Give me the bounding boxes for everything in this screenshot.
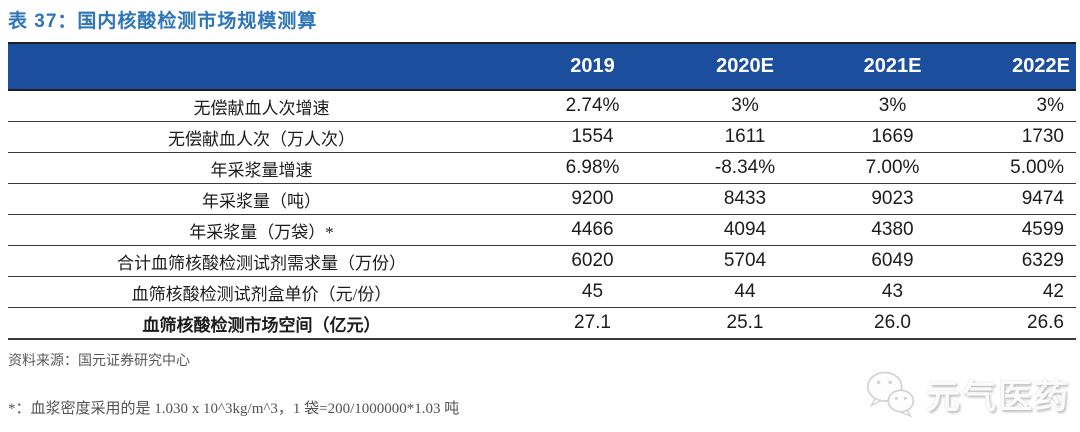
cell-2021e: 6049	[820, 245, 965, 277]
cell-2020e: 25.1	[670, 307, 820, 340]
row-label: 年采浆量增速	[8, 152, 515, 184]
cell-2022e: 9474	[965, 183, 1076, 215]
watermark-text: 元气医药	[926, 377, 1070, 416]
row-label: 血筛核酸检测试剂盒单价（元/份）	[8, 276, 515, 308]
cell-2022e: 4599	[965, 214, 1076, 246]
cell-2022e: 5.00%	[965, 152, 1076, 184]
header-2019: 2019	[515, 42, 670, 91]
footnote-text: *：血浆密度采用的是 1.030 x 10^3kg/m^3，1 袋=200/10…	[8, 401, 460, 417]
table-header-row: 2019 2020E 2021E 2022E	[8, 42, 1076, 91]
cell-2022e: 6329	[965, 245, 1076, 277]
market-size-table: 2019 2020E 2021E 2022E 无偿献血人次增速 2.74% 3%…	[8, 42, 1076, 340]
cell-2019: 1554	[515, 121, 670, 153]
cell-2019: 6.98%	[515, 152, 670, 184]
table-row: 血筛核酸检测试剂盒单价（元/份） 45 44 43 42	[8, 276, 1076, 308]
cell-2022e: 3%	[1036, 95, 1064, 116]
table-row: 无偿献血人次（万人次） 1554 1611 1669 1730	[8, 121, 1076, 153]
cell-2022e: 1730	[965, 121, 1076, 153]
row-label: 年采浆量（万袋）*	[8, 214, 515, 246]
cell-2021e: 9023	[820, 183, 965, 215]
cell-2020e: 3%	[731, 95, 759, 116]
header-2020e: 2020E	[670, 42, 820, 91]
cell-2020e: 4094	[670, 214, 820, 246]
table-row: 合计血筛核酸检测试剂需求量（万份） 6020 5704 6049 6329	[8, 245, 1076, 277]
cell-2020e: -8.34%	[670, 152, 820, 184]
cell-2019: 9200	[515, 183, 670, 215]
table-row: 无偿献血人次增速 2.74% 3% 3% 3%	[8, 90, 1076, 122]
source-text: 资料来源：国元证券研究中心	[8, 354, 190, 369]
header-2021e: 2021E	[820, 42, 965, 91]
header-2022e: 2022E	[965, 42, 1076, 91]
cell-2019: 4466	[515, 214, 670, 246]
row-label: 无偿献血人次（万人次）	[8, 121, 515, 153]
cell-2021e: 43	[820, 276, 965, 308]
cell-2021e: 26.0	[820, 307, 965, 340]
cell-2020e: 44	[670, 276, 820, 308]
cell-2021e: 3%	[878, 95, 907, 116]
cell-2021e: 1669	[820, 121, 965, 153]
cell-2020e: 8433	[670, 183, 820, 215]
cell-2021e: 7.00%	[820, 152, 965, 184]
row-label: 无偿献血人次增速	[193, 98, 330, 118]
row-label: 血筛核酸检测市场空间（亿元）	[8, 307, 515, 340]
table-row: 年采浆量（吨） 9200 8433 9023 9474	[8, 183, 1076, 215]
cell-2019: 6020	[515, 245, 670, 277]
page-title: 表 37：国内核酸检测市场规模测算	[8, 11, 318, 32]
cell-2021e: 4380	[820, 214, 965, 246]
row-label: 合计血筛核酸检测试剂需求量（万份）	[8, 245, 515, 277]
cell-2019: 2.74%	[565, 95, 620, 116]
wechat-icon	[862, 368, 920, 418]
table-row: 年采浆量（万袋）* 4466 4094 4380 4599	[8, 214, 1076, 246]
table-body: 无偿献血人次增速 2.74% 3% 3% 3% 无偿献血人次（万人次） 1554…	[8, 90, 1076, 340]
cell-2019: 45	[515, 276, 670, 308]
watermark: 元气医药	[862, 368, 1070, 418]
cell-2022e: 26.6	[965, 307, 1076, 340]
cell-2020e: 1611	[670, 121, 820, 153]
row-label: 年采浆量（吨）	[8, 183, 515, 215]
table-row: 血筛核酸检测市场空间（亿元） 27.1 25.1 26.0 26.6	[8, 307, 1076, 340]
header-corner-cell	[8, 42, 515, 91]
cell-2022e: 42	[965, 276, 1076, 308]
cell-2020e: 5704	[670, 245, 820, 277]
cell-2019: 27.1	[515, 307, 670, 340]
table-row: 年采浆量增速 6.98% -8.34% 7.00% 5.00%	[8, 152, 1076, 184]
